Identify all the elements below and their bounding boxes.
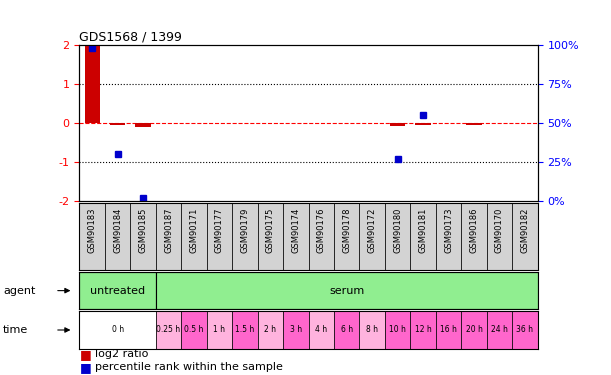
Bar — [461, 202, 487, 270]
Bar — [385, 311, 411, 349]
Bar — [411, 311, 436, 349]
Text: 2 h: 2 h — [265, 326, 276, 334]
Bar — [487, 311, 512, 349]
Text: GSM90184: GSM90184 — [113, 208, 122, 253]
Bar — [232, 202, 258, 270]
Text: GSM90175: GSM90175 — [266, 208, 275, 253]
Text: 0 h: 0 h — [112, 326, 123, 334]
Text: 0.25 h: 0.25 h — [156, 326, 181, 334]
Text: time: time — [3, 325, 28, 335]
Bar — [130, 202, 156, 270]
Text: 4 h: 4 h — [315, 326, 327, 334]
Bar — [411, 202, 436, 270]
Bar — [136, 123, 151, 127]
Bar — [79, 311, 156, 349]
Text: GSM90180: GSM90180 — [393, 208, 402, 253]
Text: GSM90179: GSM90179 — [240, 208, 249, 253]
Text: GSM90177: GSM90177 — [215, 208, 224, 254]
Text: 12 h: 12 h — [415, 326, 431, 334]
Text: GSM90187: GSM90187 — [164, 208, 173, 254]
Bar — [156, 272, 538, 309]
Bar — [466, 123, 481, 125]
Text: GDS1568 / 1399: GDS1568 / 1399 — [79, 31, 182, 44]
Bar — [79, 202, 105, 270]
Bar — [232, 311, 258, 349]
Text: 6 h: 6 h — [341, 326, 353, 334]
Text: GSM90183: GSM90183 — [87, 208, 97, 254]
Text: percentile rank within the sample: percentile rank within the sample — [95, 363, 282, 372]
Text: log2 ratio: log2 ratio — [95, 350, 148, 359]
Text: ■: ■ — [79, 348, 91, 361]
Text: GSM90174: GSM90174 — [291, 208, 301, 253]
Bar — [334, 311, 359, 349]
Bar — [110, 123, 125, 125]
Text: untreated: untreated — [90, 286, 145, 296]
Bar — [461, 311, 487, 349]
Text: 0.5 h: 0.5 h — [185, 326, 203, 334]
Bar — [79, 272, 156, 309]
Bar — [207, 311, 232, 349]
Bar — [309, 311, 334, 349]
Bar — [359, 311, 385, 349]
Text: 24 h: 24 h — [491, 326, 508, 334]
Bar — [385, 202, 411, 270]
Text: 20 h: 20 h — [466, 326, 483, 334]
Bar — [84, 45, 100, 123]
Bar — [309, 202, 334, 270]
Bar — [181, 202, 207, 270]
Bar — [283, 202, 309, 270]
Bar — [156, 202, 181, 270]
Text: GSM90182: GSM90182 — [521, 208, 530, 253]
Text: 16 h: 16 h — [440, 326, 457, 334]
Text: 10 h: 10 h — [389, 326, 406, 334]
Bar — [390, 123, 405, 126]
Text: 1 h: 1 h — [213, 326, 225, 334]
Text: 1.5 h: 1.5 h — [235, 326, 255, 334]
Bar — [207, 202, 232, 270]
Text: GSM90172: GSM90172 — [368, 208, 377, 253]
Bar — [512, 311, 538, 349]
Bar — [156, 311, 181, 349]
Text: 36 h: 36 h — [516, 326, 533, 334]
Bar — [334, 202, 359, 270]
Text: GSM90185: GSM90185 — [139, 208, 148, 253]
Bar — [258, 202, 283, 270]
Bar — [105, 202, 130, 270]
Bar — [415, 123, 431, 125]
Bar — [359, 202, 385, 270]
Bar — [181, 311, 207, 349]
Text: 8 h: 8 h — [366, 326, 378, 334]
Text: GSM90170: GSM90170 — [495, 208, 504, 253]
Text: agent: agent — [3, 286, 35, 296]
Bar — [436, 202, 461, 270]
Text: GSM90176: GSM90176 — [316, 208, 326, 254]
Bar — [436, 311, 461, 349]
Bar — [258, 311, 283, 349]
Bar — [512, 202, 538, 270]
Text: GSM90173: GSM90173 — [444, 208, 453, 254]
Text: GSM90178: GSM90178 — [342, 208, 351, 254]
Text: GSM90171: GSM90171 — [189, 208, 199, 253]
Text: 3 h: 3 h — [290, 326, 302, 334]
Text: ■: ■ — [79, 361, 91, 374]
Bar — [487, 202, 512, 270]
Text: GSM90186: GSM90186 — [469, 208, 478, 254]
Text: serum: serum — [329, 286, 364, 296]
Text: GSM90181: GSM90181 — [419, 208, 428, 253]
Bar — [283, 311, 309, 349]
